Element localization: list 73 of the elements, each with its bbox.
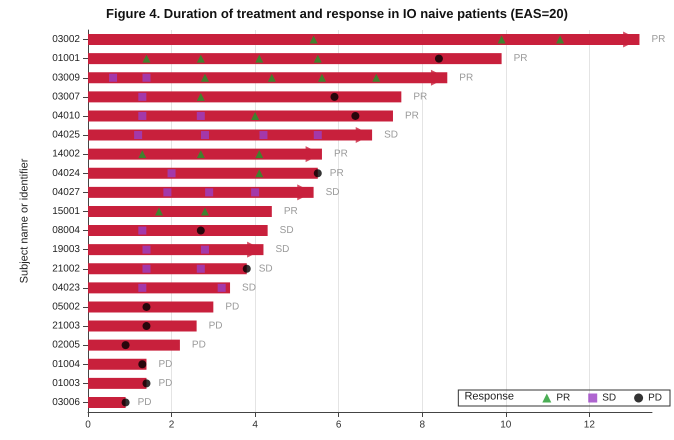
bar (88, 130, 372, 141)
bar (88, 340, 180, 351)
bar (88, 263, 247, 274)
bar (88, 378, 146, 389)
bar (88, 168, 318, 179)
data-label: SD (258, 263, 273, 274)
data-label: PD (158, 378, 172, 389)
data-label: PD (158, 358, 172, 370)
y-tick-label: 01003 (52, 378, 80, 389)
bar (88, 320, 197, 332)
y-tick-label: 19003 (52, 244, 80, 256)
bar (88, 206, 272, 217)
data-label: SD (384, 130, 398, 141)
x-tick-label: 6 (336, 420, 342, 430)
data-label: PR (459, 72, 474, 84)
y-tick-label: 01004 (52, 358, 80, 370)
data-label: PR (334, 148, 348, 160)
data-label: PR (413, 91, 428, 102)
bar (88, 396, 126, 408)
legend-label: PD (648, 392, 662, 404)
bar (88, 282, 230, 294)
bar (88, 53, 502, 64)
y-tick-label: 15001 (52, 206, 80, 217)
data-label: PR (284, 206, 298, 217)
data-label: PD (192, 340, 206, 351)
x-tick-label: 8 (419, 420, 426, 430)
data-label: SD (275, 244, 290, 256)
bar (88, 72, 448, 84)
y-tick-label: 04025 (52, 130, 80, 141)
bar (88, 244, 264, 256)
data-label: PD (225, 301, 240, 312)
data-label: PD (208, 320, 223, 332)
bar (88, 110, 393, 122)
y-tick-label: 03006 (52, 396, 80, 408)
y-tick-label: 04010 (52, 110, 80, 122)
bar (88, 91, 402, 102)
x-tick-label: 0 (85, 420, 92, 430)
y-tick-label: 04024 (52, 168, 80, 179)
y-axis-title: Subject name or identifier (18, 158, 30, 284)
data-label: PR (404, 110, 419, 122)
legend-title: Response (464, 390, 514, 402)
bar (88, 34, 640, 46)
x-tick-label: 12 (584, 420, 596, 430)
x-tick-label: 2 (168, 420, 175, 430)
y-tick-label: 05002 (52, 301, 80, 312)
bar (88, 358, 146, 370)
legend-label: PR (556, 392, 570, 404)
legend-label: SD (602, 392, 616, 404)
y-tick-label: 04023 (52, 282, 80, 294)
data-label: PR (651, 34, 666, 46)
y-tick-label: 03009 (52, 72, 80, 84)
y-tick-label: 21002 (52, 263, 80, 274)
x-tick-label: 10 (500, 420, 512, 430)
data-label: PR (330, 168, 344, 179)
bar (88, 225, 268, 236)
data-label: SD (326, 186, 340, 198)
data-label: PR (514, 53, 528, 64)
y-tick-label: 02005 (52, 340, 80, 351)
bar (88, 186, 314, 198)
y-tick-label: 14002 (52, 148, 80, 160)
y-tick-label: 03002 (52, 34, 80, 46)
y-tick-label: 03007 (52, 91, 80, 102)
bar (88, 148, 322, 160)
chart-title: Figure 4. Duration of treatment and response in IO naive patients (EAS=20) (106, 6, 568, 21)
y-tick-label: 08004 (52, 225, 80, 236)
y-tick-label: 04027 (52, 186, 80, 198)
y-tick-label: 01001 (52, 53, 80, 64)
bar (88, 301, 214, 312)
data-label: PD (138, 396, 152, 408)
data-label: SD (242, 282, 256, 294)
x-tick-label: 4 (252, 420, 258, 430)
data-label: SD (280, 225, 294, 236)
y-tick-label: 21003 (52, 320, 80, 332)
